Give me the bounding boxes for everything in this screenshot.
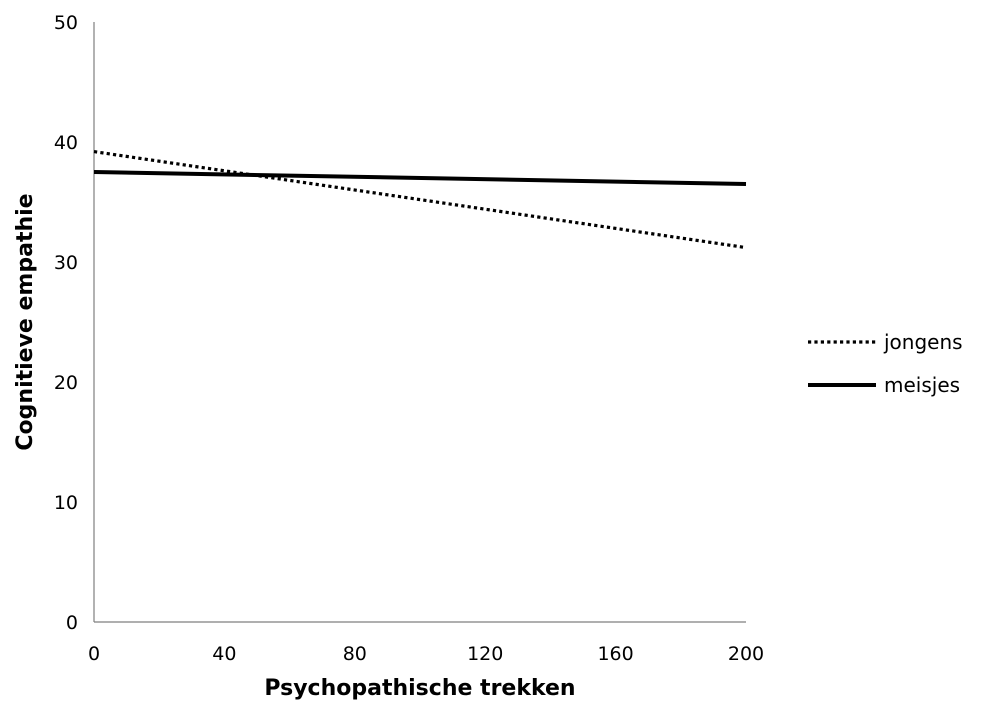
x-axis-title: Psychopathische trekken <box>264 676 575 701</box>
legend: jongens meisjes <box>808 330 963 397</box>
y-tick-label: 10 <box>54 492 78 514</box>
x-tick-labels: 0 40 80 120 160 200 <box>88 643 764 665</box>
x-tick-label: 160 <box>597 643 633 665</box>
x-tick-label: 120 <box>467 643 503 665</box>
legend-label-jongens: jongens <box>883 330 963 354</box>
y-tick-label: 40 <box>54 132 78 154</box>
x-tick-label: 200 <box>728 643 764 665</box>
y-tick-label: 50 <box>54 12 78 34</box>
y-tick-labels: 0 10 20 30 40 50 <box>54 12 78 634</box>
series-line-jongens <box>93 150 747 250</box>
series-lines <box>93 150 747 250</box>
y-tick-label: 30 <box>54 252 78 274</box>
x-tick-label: 80 <box>343 643 367 665</box>
y-axis-title: Cognitieve empathie <box>13 193 38 450</box>
x-tick-label: 0 <box>88 643 100 665</box>
x-tick-label: 40 <box>212 643 236 665</box>
y-tick-label: 20 <box>54 372 78 394</box>
series-line-meisjes <box>93 170 747 186</box>
y-tick-label: 0 <box>66 612 78 634</box>
legend-label-meisjes: meisjes <box>884 373 960 397</box>
axes <box>93 22 746 623</box>
